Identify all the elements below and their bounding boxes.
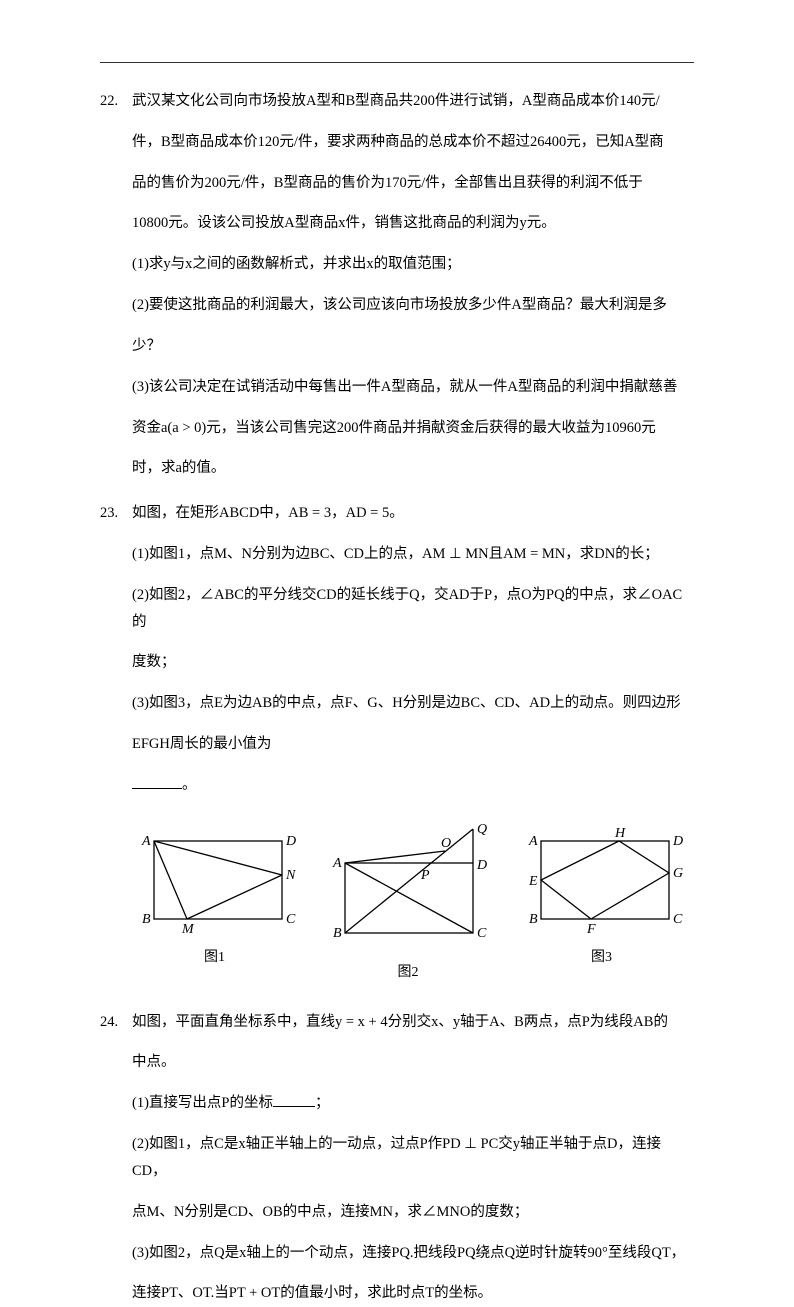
fig1-am bbox=[154, 841, 187, 919]
fig1-an bbox=[154, 841, 282, 875]
fig2-label-a: A bbox=[332, 856, 342, 871]
content-area: 22. 武汉某文化公司向市场投放A型和B型商品共200件进行试销，A型商品成本价… bbox=[100, 88, 694, 1307]
q23-sub1: (1)如图1，点M、N分别为边BC、CD上的点，AM ⊥ MN且AM = MN，… bbox=[132, 541, 694, 568]
fig3-label-h: H bbox=[614, 826, 626, 841]
figure-2: A B C D Q O P 图2 bbox=[323, 823, 493, 981]
fig1-rect bbox=[154, 841, 282, 919]
fig2-caption: 图2 bbox=[398, 961, 419, 981]
fig2-label-p: P bbox=[420, 868, 430, 883]
fig1-label-b: B bbox=[142, 912, 151, 927]
fig3-label-g: G bbox=[673, 866, 683, 881]
fig1-caption: 图1 bbox=[204, 946, 225, 966]
fig3-label-d: D bbox=[672, 834, 683, 849]
q22-line2: 件，B型商品成本价120元/件，要求两种商品的总成本价不超过26400元，已知A… bbox=[132, 129, 694, 156]
fig3-label-b: B bbox=[529, 912, 538, 927]
figure-3-svg: A B C D E F G H bbox=[519, 823, 684, 938]
q23-sub3c: 。 bbox=[182, 777, 197, 793]
q24-line2: 中点。 bbox=[132, 1049, 694, 1076]
fig2-ao bbox=[345, 851, 445, 863]
q23-sub3: (3)如图3，点E为边AB的中点，点F、G、H分别是边BC、CD、AD上的动点。… bbox=[132, 690, 694, 717]
q23-line1: 如图，在矩形ABCD中，AB = 3，AD = 5。 bbox=[132, 500, 694, 527]
q22-sub3: (3)该公司决定在试销活动中每售出一件A型商品，就从一件A型商品的利润中捐献慈善 bbox=[132, 374, 694, 401]
figure-1: A B C D M N 图1 bbox=[132, 823, 297, 981]
fig2-label-b: B bbox=[333, 926, 342, 941]
q22-sub1: (1)求y与x之间的函数解析式，并求出x的取值范围； bbox=[132, 251, 694, 278]
q23-blank-line: 。 bbox=[132, 772, 694, 799]
page-top-rule bbox=[100, 62, 694, 63]
q23-sub2b: 度数； bbox=[132, 649, 694, 676]
fig2-ac bbox=[345, 863, 473, 933]
fig2-label-q: Q bbox=[477, 823, 487, 837]
fig3-label-e: E bbox=[528, 874, 538, 889]
figure-1-svg: A B C D M N bbox=[132, 823, 297, 938]
q24-sub2: (2)如图1，点C是x轴正半轴上的一动点，过点P作PD ⊥ PC交y轴正半轴于点… bbox=[132, 1131, 694, 1185]
q24-sub3b: 连接PT、OT.当PT + OT的值最小时，求此时点T的坐标。 bbox=[132, 1280, 694, 1307]
q23-sub2: (2)如图2，∠ABC的平分线交CD的延长线于Q，交AD于P，点O为PQ的中点，… bbox=[132, 582, 694, 636]
fig3-rect bbox=[541, 841, 669, 919]
fig1-label-c: C bbox=[286, 912, 296, 927]
fig3-label-f: F bbox=[586, 922, 596, 937]
fig2-bq bbox=[345, 829, 473, 933]
figure-2-svg: A B C D Q O P bbox=[323, 823, 493, 953]
fig3-label-a: A bbox=[528, 834, 538, 849]
fig3-efgh bbox=[541, 841, 669, 919]
q23-figures: A B C D M N 图1 A B bbox=[132, 823, 694, 981]
q24-sub1a: (1)直接写出点P的坐标 bbox=[132, 1095, 273, 1111]
q24-sub1b: ； bbox=[315, 1095, 330, 1111]
fig2-label-d: D bbox=[476, 858, 487, 873]
q24-number: 24. bbox=[100, 1009, 128, 1036]
question-24: 24. 如图，平面直角坐标系中，直线y = x + 4分别交x、y轴于A、B两点… bbox=[100, 1009, 694, 1307]
q22-sub3c: 时，求a的值。 bbox=[132, 455, 694, 482]
figure-3: A B C D E F G H 图3 bbox=[519, 823, 684, 981]
question-23: 23. 如图，在矩形ABCD中，AB = 3，AD = 5。 (1)如图1，点M… bbox=[100, 500, 694, 981]
q22-sub3b: 资金a(a > 0)元，当该公司售完这200件商品并捐献资金后获得的最大收益为1… bbox=[132, 415, 694, 442]
fig1-mn bbox=[187, 875, 282, 919]
fig1-label-n: N bbox=[285, 868, 296, 883]
fig1-label-d: D bbox=[285, 834, 296, 849]
q24-sub3: (3)如图2，点Q是x轴上的一个动点，连接PQ.把线段PQ绕点Q逆时针旋转90°… bbox=[132, 1240, 694, 1267]
fig1-label-m: M bbox=[181, 922, 195, 937]
q23-sub3b: EFGH周长的最小值为 bbox=[132, 731, 694, 758]
q22-line3: 品的售价为200元/件，B型商品的售价为170元/件，全部售出且获得的利润不低于 bbox=[132, 170, 694, 197]
fig2-label-o: O bbox=[441, 836, 451, 851]
q22-sub2: (2)要使这批商品的利润最大，该公司应该向市场投放多少件A型商品？最大利润是多 bbox=[132, 292, 694, 319]
q24-sub2b: 点M、N分别是CD、OB的中点，连接MN，求∠MNO的度数； bbox=[132, 1199, 694, 1226]
q24-line1: 如图，平面直角坐标系中，直线y = x + 4分别交x、y轴于A、B两点，点P为… bbox=[132, 1009, 694, 1036]
fig3-label-c: C bbox=[673, 912, 683, 927]
q23-number: 23. bbox=[100, 500, 128, 527]
q24-blank bbox=[273, 1093, 315, 1108]
q24-sub1: (1)直接写出点P的坐标 ； bbox=[132, 1090, 694, 1117]
q22-line4: 10800元。设该公司投放A型商品x件，销售这批商品的利润为y元。 bbox=[132, 210, 694, 237]
fig2-label-c: C bbox=[477, 926, 487, 941]
q22-number: 22. bbox=[100, 88, 128, 115]
q23-blank bbox=[132, 774, 182, 789]
q22-sub2b: 少？ bbox=[132, 333, 694, 360]
q22-line1: 武汉某文化公司向市场投放A型和B型商品共200件进行试销，A型商品成本价140元… bbox=[132, 88, 694, 115]
fig3-caption: 图3 bbox=[591, 946, 612, 966]
fig1-label-a: A bbox=[141, 834, 151, 849]
question-22: 22. 武汉某文化公司向市场投放A型和B型商品共200件进行试销，A型商品成本价… bbox=[100, 88, 694, 482]
